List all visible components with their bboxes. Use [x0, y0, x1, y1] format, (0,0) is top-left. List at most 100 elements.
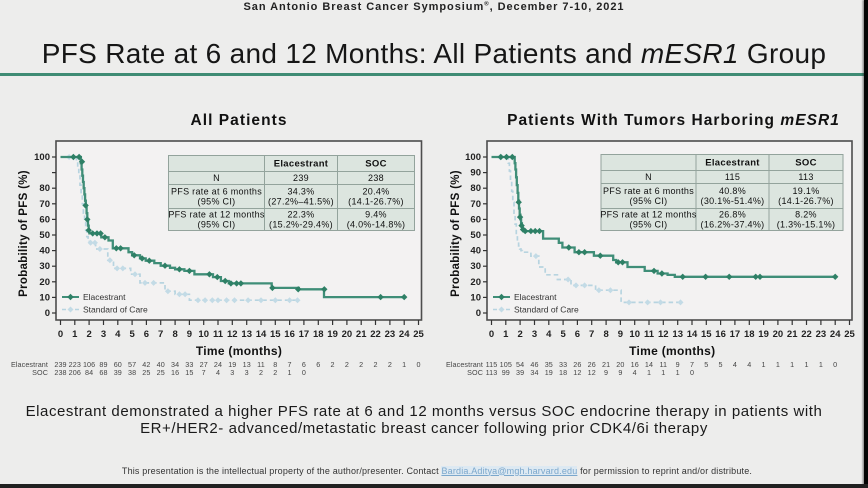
svg-text:N: N — [213, 173, 220, 183]
svg-text:2: 2 — [373, 360, 377, 369]
svg-text:14: 14 — [645, 360, 653, 369]
svg-text:19: 19 — [758, 329, 769, 340]
svg-text:5: 5 — [129, 329, 135, 340]
svg-text:17: 17 — [299, 329, 310, 340]
svg-text:N: N — [645, 172, 652, 182]
svg-text:8: 8 — [172, 329, 177, 340]
svg-text:25: 25 — [157, 368, 165, 377]
svg-text:54: 54 — [516, 360, 524, 369]
svg-text:0: 0 — [476, 308, 481, 319]
svg-text:15: 15 — [185, 368, 193, 377]
svg-text:38: 38 — [128, 368, 136, 377]
svg-text:50: 50 — [470, 230, 481, 241]
svg-text:40: 40 — [157, 360, 165, 369]
svg-text:6: 6 — [575, 329, 580, 340]
svg-text:21: 21 — [787, 329, 798, 340]
svg-text:1: 1 — [72, 329, 78, 340]
svg-text:24: 24 — [399, 329, 410, 340]
svg-text:2: 2 — [345, 360, 349, 369]
svg-text:11: 11 — [257, 360, 265, 369]
svg-text:70: 70 — [470, 199, 481, 210]
svg-text:10: 10 — [39, 292, 50, 303]
svg-text:Elacestrant: Elacestrant — [11, 360, 48, 369]
svg-text:14: 14 — [256, 329, 267, 340]
svg-text:84: 84 — [85, 368, 93, 377]
svg-text:(15.2%-29.4%): (15.2%-29.4%) — [269, 220, 333, 230]
svg-text:(27.2%–41.5%): (27.2%–41.5%) — [268, 197, 334, 207]
svg-text:12: 12 — [573, 368, 581, 377]
svg-text:9: 9 — [676, 360, 680, 369]
svg-text:1: 1 — [661, 368, 665, 377]
svg-text:16: 16 — [715, 329, 726, 340]
svg-text:30: 30 — [470, 261, 481, 272]
svg-text:Elacestrant: Elacestrant — [514, 292, 557, 302]
svg-text:11: 11 — [213, 329, 224, 340]
svg-text:2: 2 — [86, 329, 91, 340]
svg-text:3: 3 — [532, 329, 537, 340]
svg-text:39: 39 — [516, 368, 524, 377]
svg-text:10: 10 — [629, 329, 640, 340]
svg-text:70: 70 — [39, 199, 50, 210]
svg-text:Elacestrant: Elacestrant — [274, 159, 329, 170]
svg-text:7: 7 — [690, 360, 694, 369]
svg-text:15: 15 — [270, 329, 281, 340]
svg-text:5: 5 — [719, 360, 723, 369]
svg-text:80: 80 — [39, 183, 50, 194]
svg-text:99: 99 — [502, 368, 510, 377]
svg-text:39: 39 — [114, 368, 122, 377]
svg-text:Elacestrant: Elacestrant — [446, 360, 483, 369]
svg-text:SOC: SOC — [467, 368, 483, 377]
svg-text:115: 115 — [486, 360, 498, 369]
svg-text:9: 9 — [187, 329, 192, 340]
svg-text:4: 4 — [633, 368, 637, 377]
svg-text:46: 46 — [530, 360, 538, 369]
svg-text:60: 60 — [470, 214, 481, 225]
svg-text:40.8%: 40.8% — [719, 186, 746, 196]
svg-text:8: 8 — [603, 329, 608, 340]
svg-text:42: 42 — [142, 360, 150, 369]
svg-text:35: 35 — [545, 360, 553, 369]
svg-text:8: 8 — [273, 360, 277, 369]
svg-text:9: 9 — [604, 368, 608, 377]
svg-text:(95% CI): (95% CI) — [198, 197, 236, 207]
svg-text:40: 40 — [470, 246, 481, 257]
svg-text:9.4%: 9.4% — [365, 210, 387, 220]
svg-text:239: 239 — [54, 360, 66, 369]
svg-text:1: 1 — [804, 360, 808, 369]
svg-text:18: 18 — [559, 368, 567, 377]
svg-text:0: 0 — [58, 329, 63, 340]
svg-text:115: 115 — [725, 172, 740, 182]
svg-text:12: 12 — [588, 368, 596, 377]
svg-text:10: 10 — [470, 292, 481, 303]
svg-text:10: 10 — [198, 329, 209, 340]
svg-text:(30.1%-51.4%): (30.1%-51.4%) — [701, 196, 765, 206]
svg-text:1: 1 — [647, 368, 651, 377]
svg-text:2: 2 — [517, 329, 522, 340]
svg-text:Probability of PFS (%): Probability of PFS (%) — [450, 170, 462, 297]
svg-text:(14.1-26.7%): (14.1-26.7%) — [348, 197, 404, 207]
svg-text:1: 1 — [676, 368, 680, 377]
svg-text:24: 24 — [214, 360, 222, 369]
svg-text:5: 5 — [704, 360, 708, 369]
svg-text:(1.3%-15.1%): (1.3%-15.1%) — [777, 220, 836, 230]
svg-text:19: 19 — [545, 368, 553, 377]
svg-text:11: 11 — [644, 329, 655, 340]
svg-text:1: 1 — [402, 360, 406, 369]
svg-text:0: 0 — [690, 368, 694, 377]
svg-text:1: 1 — [503, 329, 509, 340]
svg-text:4: 4 — [115, 329, 121, 340]
svg-text:0: 0 — [302, 368, 306, 377]
svg-text:1: 1 — [288, 368, 292, 377]
svg-text:SOC: SOC — [32, 368, 48, 377]
svg-text:40: 40 — [39, 246, 50, 257]
svg-text:3: 3 — [230, 368, 234, 377]
svg-text:PFS rate at 12 months: PFS rate at 12 months — [168, 210, 265, 220]
svg-text:13: 13 — [241, 329, 252, 340]
svg-text:6: 6 — [316, 360, 320, 369]
svg-text:238: 238 — [368, 173, 384, 183]
svg-text:22: 22 — [370, 329, 381, 340]
svg-text:9: 9 — [618, 329, 623, 340]
svg-text:4: 4 — [546, 329, 552, 340]
svg-text:4: 4 — [733, 360, 737, 369]
svg-text:Standard of Care: Standard of Care — [514, 305, 579, 315]
